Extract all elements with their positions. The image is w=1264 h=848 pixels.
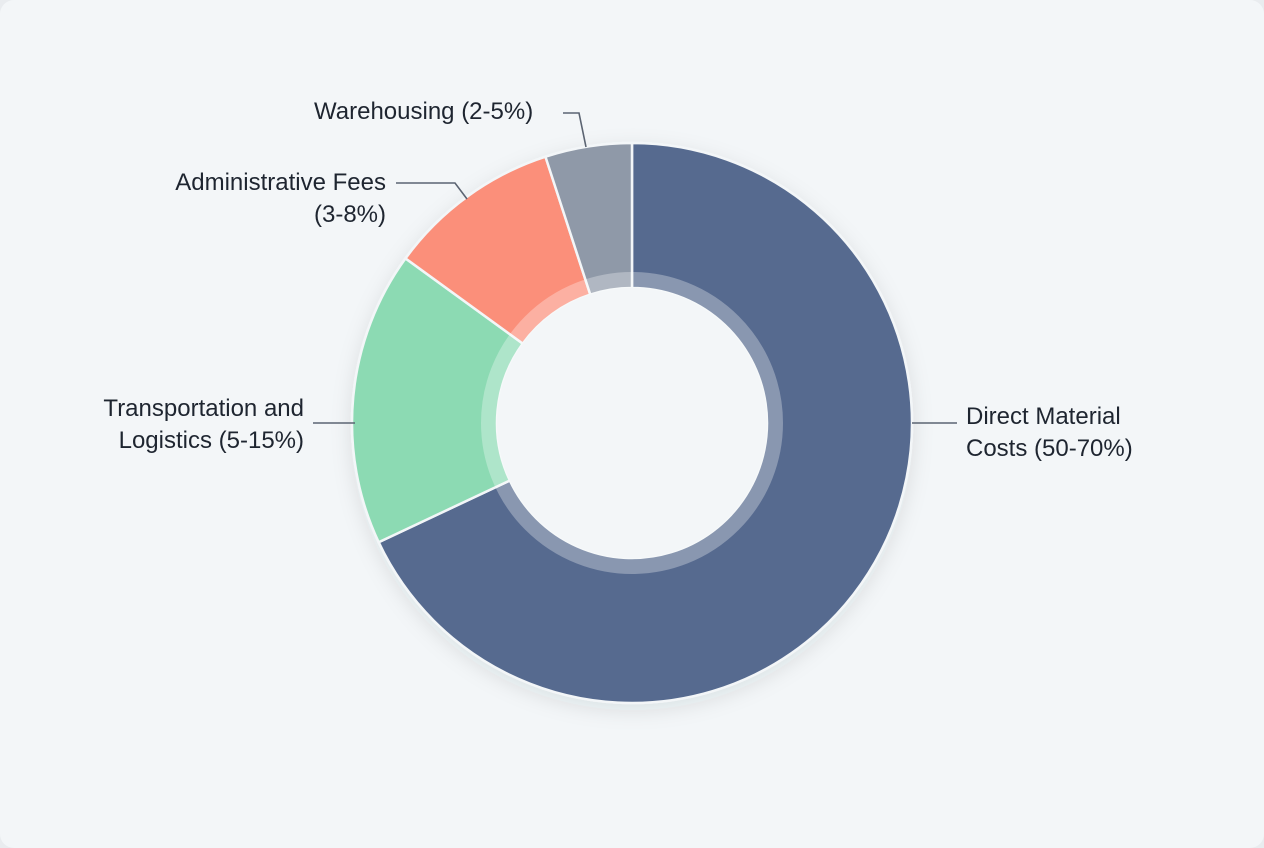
label-admin-line1: Administrative Fees bbox=[175, 169, 386, 196]
leader-line-administrative-fees bbox=[396, 182, 468, 200]
label-warehousing: Warehousing (2-5%) bbox=[314, 96, 533, 128]
label-transport-line2: Logistics (5-15%) bbox=[118, 427, 304, 454]
label-transportation: Transportation and Logistics (5-15%) bbox=[103, 393, 304, 457]
leader-lines bbox=[313, 112, 957, 424]
label-administrative-fees: Administrative Fees (3-8%) bbox=[175, 167, 386, 231]
label-direct-line2: Costs (50-70%) bbox=[966, 435, 1133, 462]
inner-ring-highlight bbox=[481, 272, 783, 574]
label-direct-line1: Direct Material bbox=[966, 403, 1121, 430]
label-admin-line2: (3-8%) bbox=[313, 201, 386, 228]
donut-center bbox=[497, 288, 767, 558]
label-warehousing-line1: Warehousing (2-5%) bbox=[314, 98, 534, 125]
slice-warehousing bbox=[543, 141, 634, 297]
donut-slices bbox=[350, 141, 914, 705]
leader-line-warehousing bbox=[563, 112, 587, 148]
label-direct-material: Direct Material Costs (50-70%) bbox=[966, 401, 1133, 465]
donut-hole bbox=[481, 272, 783, 574]
label-transport-line1: Transportation and bbox=[103, 395, 304, 422]
